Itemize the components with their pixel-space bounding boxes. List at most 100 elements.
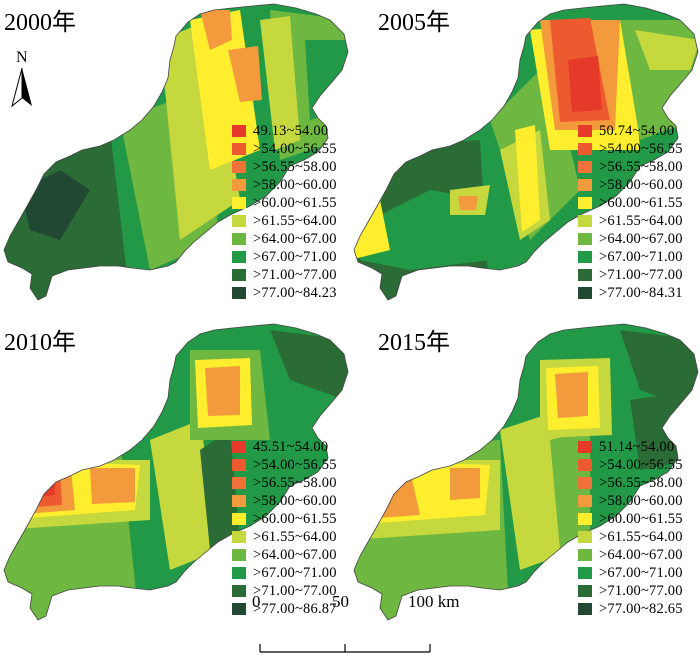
legend-item: >67.00~71.00: [578, 248, 683, 266]
legend-swatch: [578, 197, 592, 209]
legend-label: >71.00~77.00: [599, 582, 683, 599]
north-arrow-icon: N: [11, 49, 32, 108]
legend-label: 51.14~54.00: [599, 438, 675, 455]
legend-label: >54.00~56.55: [253, 456, 337, 473]
legend-item: >60.00~61.55: [232, 510, 337, 528]
legend-swatch: [232, 143, 246, 155]
legend-label: >56.55~58.00: [253, 474, 337, 491]
legend-swatch: [232, 603, 246, 615]
legend-swatch: [578, 531, 592, 543]
legend-swatch: [578, 179, 592, 191]
legend-swatch: [232, 197, 246, 209]
legend-swatch: [578, 143, 592, 155]
legend-item: >61.55~64.00: [232, 212, 337, 230]
panel-title-2000: 2000年: [4, 10, 76, 36]
legend-label: >71.00~77.00: [599, 266, 683, 283]
legend-swatch: [578, 269, 592, 281]
legend-swatch: [578, 441, 592, 453]
legend-swatch: [232, 441, 246, 453]
legend-item: >71.00~77.00: [232, 266, 337, 284]
legend-swatch: [578, 161, 592, 173]
legend-swatch: [578, 251, 592, 263]
panel-title-2005: 2005年: [378, 10, 450, 36]
legend-swatch: [232, 549, 246, 561]
legend-item: >56.55~58.00: [232, 158, 337, 176]
legend-2005: 50.74~54.00 >54.00~56.55 >56.55~58.00 >58.0…: [578, 122, 683, 302]
legend-2010: 45.51~54.00 >54.00~56.55 >56.55~58.00 >58.0…: [232, 438, 337, 618]
legend-label: >77.00~84.31: [599, 284, 683, 301]
map-2005: [353, 3, 699, 301]
legend-item: >54.00~56.55: [232, 456, 337, 474]
legend-label: >60.00~61.55: [599, 194, 683, 211]
legend-item: >56.55~58.00: [578, 474, 683, 492]
legend-label: >54.00~56.55: [599, 140, 683, 157]
legend-item: >58.00~60.00: [232, 492, 337, 510]
legend-swatch: [232, 567, 246, 579]
legend-swatch: [578, 233, 592, 245]
map-2000: [3, 3, 349, 301]
panel-title-2015: 2015年: [378, 330, 450, 356]
legend-label: >60.00~61.55: [253, 510, 337, 527]
legend-label: >61.55~64.00: [599, 212, 683, 229]
legend-swatch: [232, 215, 246, 227]
legend-swatch: [232, 233, 246, 245]
legend-item: >61.55~64.00: [232, 528, 337, 546]
legend-label: >61.55~64.00: [599, 528, 683, 545]
legend-swatch: [578, 125, 592, 137]
legend-item: >61.55~64.00: [578, 212, 683, 230]
legend-item: >60.00~61.55: [578, 194, 683, 212]
legend-swatch: [232, 513, 246, 525]
legend-label: >67.00~71.00: [253, 564, 337, 581]
scale-label-0: 0: [252, 592, 261, 611]
legend-label: >77.00~86.87: [253, 600, 337, 617]
legend-label: >58.00~60.00: [253, 492, 337, 509]
legend-label: >54.00~56.55: [599, 456, 683, 473]
legend-label: >58.00~60.00: [599, 492, 683, 509]
legend-label: >61.55~64.00: [253, 528, 337, 545]
legend-label: >58.00~60.00: [253, 176, 337, 193]
legend-item: >54.00~56.55: [578, 456, 683, 474]
legend-label: >56.55~58.00: [599, 158, 683, 175]
legend-label: >67.00~71.00: [599, 564, 683, 581]
legend-label: >54.00~56.55: [253, 140, 337, 157]
scale-label-50: 50: [332, 592, 349, 611]
legend-label: >60.00~61.55: [253, 194, 337, 211]
legend-label: >71.00~77.00: [253, 266, 337, 283]
legend-swatch: [578, 603, 592, 615]
legend-item: >54.00~56.55: [232, 140, 337, 158]
legend-swatch: [232, 459, 246, 471]
legend-item: >54.00~56.55: [578, 140, 683, 158]
legend-item: >71.00~77.00: [578, 266, 683, 284]
legend-item: >58.00~60.00: [578, 176, 683, 194]
legend-2000: 49.13~54.00 >54.00~56.55 >56.55~58.00 >58.0…: [232, 122, 337, 302]
north-label: N: [16, 49, 28, 66]
map-2010: [3, 323, 349, 621]
legend-swatch: [232, 125, 246, 137]
legend-swatch: [578, 549, 592, 561]
legend-label: >67.00~71.00: [253, 248, 337, 265]
legend-label: >77.00~84.23: [253, 284, 337, 301]
map-panel-2015: 2015年 51.14~54.00 >54.00~56.55 >56.55~58.0…: [350, 320, 700, 640]
legend-item: 51.14~54.00: [578, 438, 683, 456]
legend-item: >58.00~60.00: [232, 176, 337, 194]
legend-label: >60.00~61.55: [599, 510, 683, 527]
legend-swatch: [578, 585, 592, 597]
legend-item: >77.00~86.87: [232, 600, 337, 618]
legend-item: >64.00~67.00: [578, 546, 683, 564]
legend-swatch: [232, 585, 246, 597]
legend-item: >60.00~61.55: [578, 510, 683, 528]
legend-label: >77.00~82.65: [599, 600, 683, 617]
north-arrow: N: [6, 48, 38, 123]
legend-swatch: [578, 513, 592, 525]
legend-label: >67.00~71.00: [599, 248, 683, 265]
legend-label: 45.51~54.00: [253, 438, 329, 455]
legend-item: >64.00~67.00: [232, 546, 337, 564]
map-2015: [353, 323, 699, 621]
legend-swatch: [578, 567, 592, 579]
legend-swatch: [232, 179, 246, 191]
legend-swatch: [578, 215, 592, 227]
legend-item: 45.51~54.00: [232, 438, 337, 456]
legend-swatch: [578, 477, 592, 489]
map-panel-2005: 2005年 50.74~54.00 >54.00~56.55 >56.55~58.0…: [350, 0, 700, 320]
map-panel-2000: 2000年 N 49.13~54.00 >54.00~56.55 >56.55~58…: [0, 0, 350, 320]
